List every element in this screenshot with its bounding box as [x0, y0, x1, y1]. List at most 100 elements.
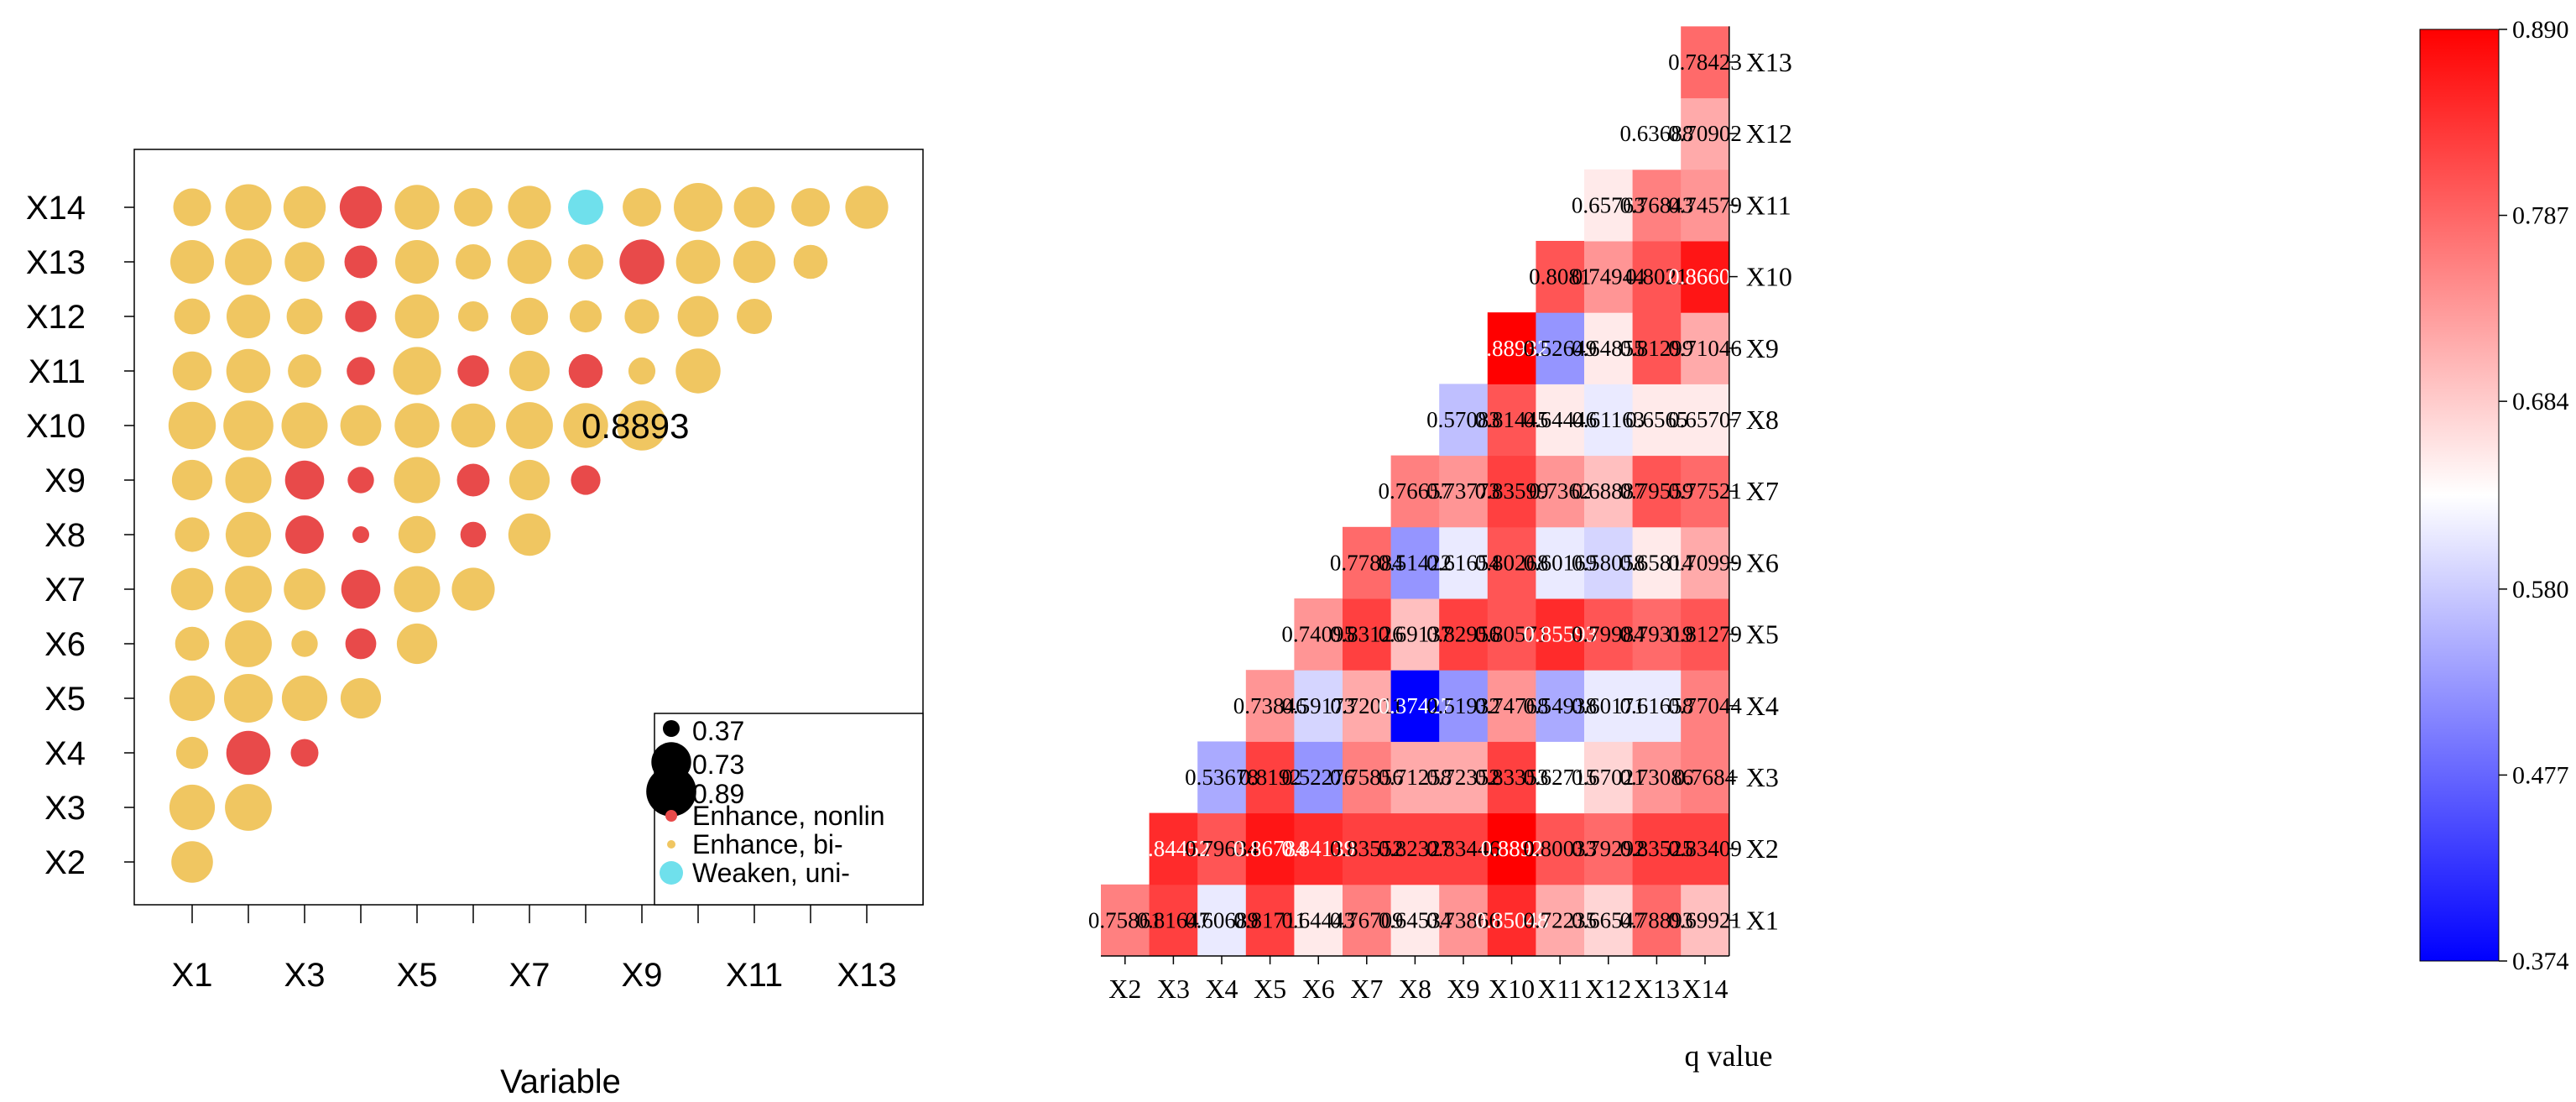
heatmap-cell [1681, 670, 1730, 742]
bubble-point [172, 351, 212, 391]
bubble-x-axis: X1 X3 X5 X7 X9 X11 X13 [172, 905, 897, 994]
heatmap-cell [1343, 526, 1392, 599]
legend-type-label: Weaken, uni- [692, 858, 850, 888]
bubble-point [175, 626, 210, 661]
heatmap-cell [1343, 670, 1392, 742]
heatmap-value-label: 0.63688 [1620, 121, 1694, 146]
heatmap-cell [1197, 812, 1247, 885]
heatmap-value-label: 0.85048 [1475, 907, 1549, 932]
heatmap-cell [1584, 384, 1634, 457]
bubble-x-tick-label: X13 [837, 957, 896, 994]
bubble-y-tick-label: X4 [44, 735, 86, 772]
heatmap-cell [1584, 455, 1634, 528]
bubble-point [394, 566, 441, 613]
bubble-point [510, 297, 549, 336]
heatmap-value-label: 0.79319 [1620, 622, 1694, 647]
heatmap-value-label: 0.83446 [1426, 836, 1500, 861]
heatmap-cell [1584, 884, 1634, 957]
colorbar-tick-label: 0.684 [2512, 388, 2569, 415]
bubble-point [170, 240, 214, 284]
bubble-point [283, 185, 326, 229]
bubble-point [394, 294, 440, 339]
heatmap-value-label: 0.73866 [1426, 907, 1500, 932]
heatmap-cell [1632, 670, 1682, 742]
heatmap-y-tick-label: X5 [1746, 619, 1779, 650]
bubble-point [623, 188, 661, 227]
bubble-annotation-label: 0.8893 [581, 406, 689, 446]
heatmap-value-label: 0.77884 [1330, 550, 1404, 575]
bubble-point [291, 630, 318, 657]
heatmap-y-tick-label: X12 [1746, 118, 1792, 149]
bubble-point [288, 354, 321, 388]
heatmap-cell [1536, 812, 1585, 885]
bubble-point [226, 730, 271, 776]
heatmap-value-label: 0.52276 [1281, 765, 1355, 790]
bubble-y-tick-label: X9 [44, 462, 86, 499]
heatmap-cell [1681, 884, 1730, 957]
bubble-point [284, 242, 325, 282]
heatmap-value-label: 0.59173 [1281, 693, 1355, 718]
bubble-point [617, 400, 667, 451]
heatmap-cell [1584, 241, 1634, 313]
bubble-x-tick-label: X1 [172, 957, 213, 994]
bubble-point [175, 736, 209, 770]
bubble-point [628, 357, 656, 385]
heatmap-x-tick-label: X12 [1585, 974, 1631, 1004]
heatmap-value-label: 0.74768 [1475, 693, 1549, 718]
heatmap-value-label: 0.75856 [1330, 765, 1404, 790]
colorbar-tick-label: 0.477 [2512, 761, 2569, 789]
heatmap-value-label: 0.60689 [1185, 907, 1259, 932]
heatmap-value-label: 0.72235 [1523, 907, 1597, 932]
heatmap-cell [1487, 670, 1536, 742]
heatmap-cell [1632, 241, 1682, 313]
bubble-point [568, 353, 603, 389]
heatmap-value-label: 0.84139 [1281, 836, 1355, 861]
heatmap-value-label: 0.60171 [1572, 693, 1645, 718]
heatmap-value-label: 0.81445 [1475, 407, 1549, 432]
bubble-y-tick-label: X10 [26, 408, 86, 445]
bubble-point [456, 463, 490, 497]
legend-size-swatch [663, 720, 680, 737]
heatmap-cell [1584, 812, 1634, 885]
bubble-y-tick-label: X13 [26, 244, 86, 281]
heatmap-cell [1584, 741, 1634, 814]
bubble-point [339, 185, 383, 229]
heatmap-value-label: 0.51422 [1379, 550, 1452, 575]
heatmap-value-label: 0.72011 [1330, 693, 1403, 718]
heatmap-x-tick-label: X5 [1254, 974, 1286, 1004]
bubble-y-tick-label: X5 [44, 681, 86, 718]
heatmap-x-tick-label: X3 [1157, 974, 1190, 1004]
heatmap-cell [1681, 455, 1730, 528]
bubble-y-tick-label: X12 [26, 299, 86, 336]
bubble-point [791, 188, 830, 227]
heatmap-cell [1439, 598, 1489, 671]
heatmap-cell [1681, 598, 1730, 671]
bubble-y-tick-label: X7 [44, 572, 86, 608]
heatmap-cell [1632, 526, 1682, 599]
heatmap-value-label: 0.80268 [1475, 550, 1549, 575]
heatmap-cell [1681, 312, 1730, 384]
bubble-point [571, 465, 601, 495]
bubble-point [225, 457, 272, 504]
heatmap-value-label: 0.52649 [1523, 336, 1597, 361]
heatmap-value-label: 0.62715 [1523, 765, 1597, 790]
heatmap-cell [1197, 741, 1247, 814]
bubble-point [624, 299, 660, 334]
heatmap-cell [1536, 455, 1585, 528]
bubble-point [398, 515, 436, 554]
legend-size-label: 0.89 [692, 779, 744, 809]
heatmap-value-label: 0.64443 [1281, 907, 1355, 932]
bubble-point [168, 401, 216, 450]
heatmap-cell [1294, 884, 1343, 957]
heatmap-x-tick-label: X11 [1537, 974, 1583, 1004]
heatmap-value-label: 0.83599 [1475, 478, 1549, 504]
heatmap-x-axis: X2 X3 X4 X5 X6 X7 X8 X9 X10 X11 X12 X13 X14 [1101, 955, 1729, 1004]
heatmap-value-label: 0.78893 [1620, 907, 1694, 932]
heatmap-cell [1536, 241, 1585, 313]
heatmap-y-tick-label: X11 [1746, 190, 1791, 220]
heatmap-cell [1439, 812, 1489, 885]
heatmap-x-tick-label: X10 [1489, 974, 1535, 1004]
bubble-point [454, 188, 493, 227]
